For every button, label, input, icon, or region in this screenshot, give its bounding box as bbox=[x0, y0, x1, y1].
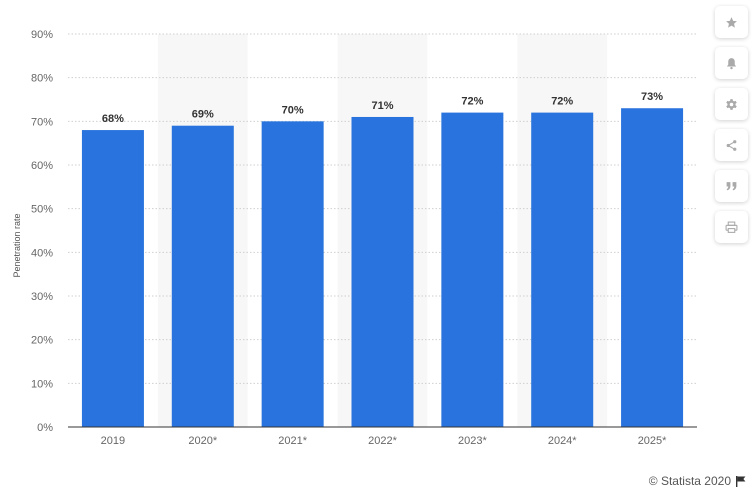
bar[interactable] bbox=[351, 116, 414, 427]
statista-credit[interactable]: © Statista 2020 bbox=[649, 474, 746, 488]
flag-icon bbox=[736, 475, 746, 487]
settings-button[interactable] bbox=[715, 88, 748, 120]
x-tick-label: 2022* bbox=[368, 435, 397, 447]
x-tick-label: 2024* bbox=[548, 435, 577, 447]
quote-icon bbox=[726, 181, 737, 190]
x-tick-labels: 2019 2020* 2021* 2022* 2023* 2024* 2025* bbox=[101, 435, 667, 447]
cite-button[interactable] bbox=[715, 170, 748, 202]
y-tick-label: 60% bbox=[31, 160, 53, 172]
x-tick-label: 2023* bbox=[458, 435, 487, 447]
bars bbox=[81, 108, 684, 428]
bar[interactable] bbox=[81, 130, 144, 428]
y-tick-label: 0% bbox=[37, 422, 53, 434]
y-tick-label: 20% bbox=[31, 335, 53, 347]
y-tick-label: 50% bbox=[31, 204, 53, 216]
side-toolbar bbox=[715, 6, 748, 243]
data-label: 69% bbox=[192, 109, 214, 121]
data-labels: 68% 69% 70% 71% 72% 72% 73% bbox=[102, 91, 663, 125]
x-tick-label: 2025* bbox=[638, 435, 667, 447]
bar[interactable] bbox=[441, 112, 504, 427]
bar[interactable] bbox=[531, 112, 594, 427]
y-tick-label: 90% bbox=[31, 29, 53, 41]
share-icon bbox=[726, 139, 737, 151]
gear-icon bbox=[726, 98, 737, 110]
notification-button[interactable] bbox=[715, 47, 748, 79]
bar[interactable] bbox=[171, 125, 234, 427]
print-button[interactable] bbox=[715, 211, 748, 243]
x-tick-label: 2019 bbox=[101, 435, 125, 447]
y-tick-label: 80% bbox=[31, 73, 53, 85]
data-label: 68% bbox=[102, 113, 124, 125]
bar[interactable] bbox=[621, 108, 684, 427]
data-label: 72% bbox=[551, 96, 573, 108]
bar[interactable] bbox=[261, 121, 324, 427]
share-button[interactable] bbox=[715, 129, 748, 161]
x-tick-label: 2020* bbox=[188, 435, 217, 447]
data-label: 72% bbox=[461, 96, 483, 108]
data-label: 70% bbox=[282, 104, 304, 116]
favorite-button[interactable] bbox=[715, 6, 748, 38]
print-icon bbox=[725, 221, 738, 233]
bell-icon bbox=[726, 57, 737, 69]
star-icon bbox=[726, 16, 737, 28]
data-label: 73% bbox=[641, 91, 663, 103]
y-tick-label: 30% bbox=[31, 291, 53, 303]
y-axis-title: Penetration rate bbox=[12, 213, 22, 277]
x-tick-label: 2021* bbox=[278, 435, 307, 447]
y-tick-labels: 0% 10% 20% 30% 40% 50% 60% 70% 80% 90% bbox=[31, 29, 53, 434]
y-tick-label: 70% bbox=[31, 116, 53, 128]
credit-text: © Statista 2020 bbox=[648, 474, 731, 488]
y-tick-label: 40% bbox=[31, 247, 53, 259]
y-tick-label: 10% bbox=[31, 378, 53, 390]
data-label: 71% bbox=[371, 100, 393, 112]
